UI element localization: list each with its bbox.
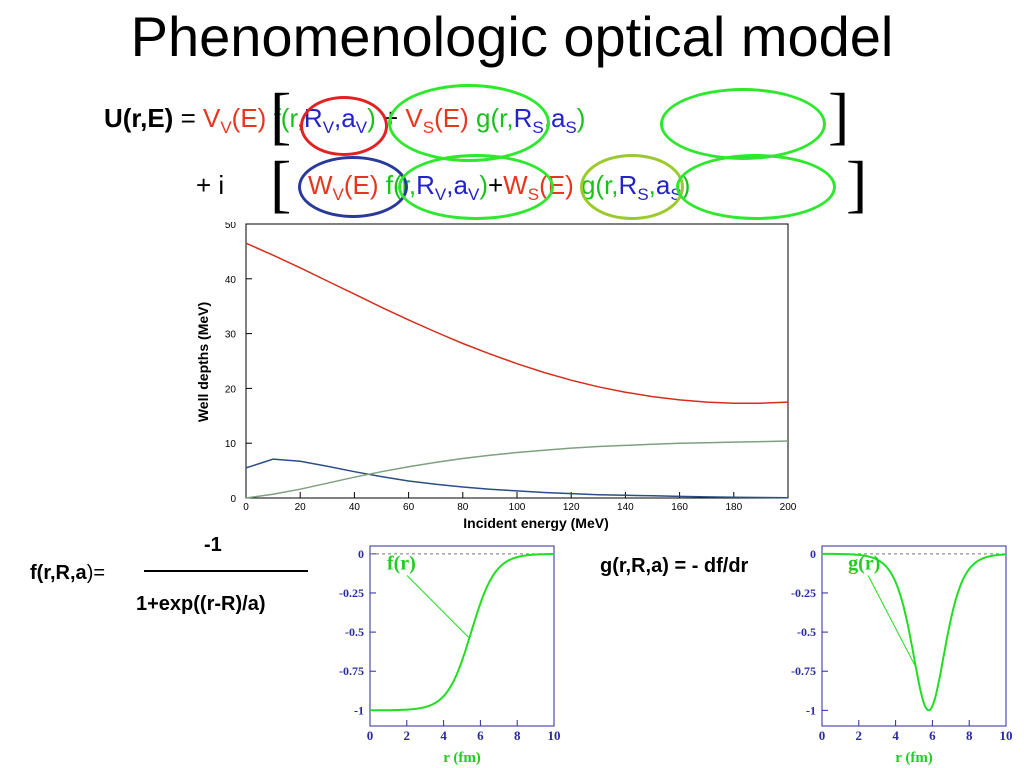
function-curve [822,552,1006,712]
y-tick-label: -0.25 [791,586,816,600]
equation-lhs: U(r,E) [104,103,174,133]
y-tick-label: 50 [225,222,237,231]
x-tick-label: 4 [440,728,447,743]
x-tick-label: 180 [725,502,742,513]
x-tick-label: 0 [367,728,374,743]
y-tick-label: -0.5 [797,625,816,639]
x-tick-label: 8 [514,728,521,743]
x-tick-label: 6 [929,728,936,743]
x-axis-label: Incident energy (MeV) [463,515,608,531]
highlight-ellipse-green-f2 [398,154,554,220]
highlight-ellipse-green-g2 [676,154,836,220]
bracket-open-2: [ [270,148,292,219]
series-line-1 [245,242,789,404]
x-tick-label: 10 [548,728,561,743]
x-tick-label: 2 [404,728,411,743]
x-tick-label: 200 [780,502,796,513]
g-plot-frame [821,545,1007,727]
x-tick-label: 40 [349,502,361,513]
fraction-bar [144,570,308,572]
imag-prefix: + i [196,170,225,200]
x-tick-label: 140 [617,502,634,513]
y-tick-label: -0.5 [345,625,364,639]
f-of-r-plot: 0 2 4 6 8 10 0 -0.25 -0.5 -0.75 -1 f(r) r (fm) [339,545,561,766]
x-tick-label: 100 [509,502,526,513]
well-depth-chart: 0 20 40 60 80 100 120 140 160 180 200 0 10 20 30 40 50 I… [195,222,796,531]
x-tick-label: 20 [295,502,307,513]
curve-annotation: f(r) [387,552,416,574]
x-tick-label: 0 [819,728,826,743]
function-curve [370,553,554,712]
bracket-close-1: ] [828,80,850,151]
x-tick-label: 120 [563,502,580,513]
curve-annotation: g(r) [848,552,880,574]
y-tick-label: 30 [225,330,237,341]
x-tick-label: 8 [966,728,973,743]
f-plot-frame [369,545,555,727]
y-tick-label: 0 [810,547,816,561]
equation-line-2: + i [196,170,224,201]
annotation-arrow [867,575,917,668]
x-tick-label: 0 [243,502,249,513]
series-line-3 [245,440,789,499]
formula-f-denominator: 1+exp((r-R)/a) [136,593,266,615]
formula-f-lhs: f(r,R,a)= [30,562,106,584]
term-vv: VV(E) [202,103,267,137]
series-line-2 [245,458,789,499]
x-tick-label: 2 [856,728,863,743]
y-tick-label: -0.75 [339,664,364,678]
formula-g: g(r,R,a) = - df/dr [600,555,749,577]
annotation-arrow [406,575,470,639]
plot-frame [245,223,789,499]
bracket-open-1: [ [270,80,292,151]
x-tick-label: 60 [403,502,415,513]
f-x-axis-label: r (fm) [443,750,481,766]
y-tick-label: 20 [225,384,237,395]
highlight-ellipse-green-g1 [660,88,826,160]
highlight-ellipse-olive [580,154,684,220]
x-tick-label: 80 [457,502,469,513]
bracket-close-2: ] [846,148,868,219]
x-tick-label: 4 [892,728,899,743]
x-tick-label: 10 [1000,728,1013,743]
g-of-r-plot: 0 2 4 6 8 10 0 -0.25 -0.5 -0.75 -1 g(r) r (fm) [791,545,1013,766]
x-tick-label: 160 [671,502,688,513]
y-tick-label: 40 [225,275,237,286]
equation-equals: = [173,103,203,133]
y-axis-label: Well depths (MeV) [195,302,211,422]
y-tick-label: -1 [354,703,364,717]
slide-title: Phenomenologic optical model [130,5,894,68]
highlight-ellipse-red [300,96,388,156]
y-tick-label: -1 [806,703,816,717]
x-tick-label: 6 [477,728,484,743]
formula-f-numerator: -1 [204,534,222,556]
y-tick-label: 10 [225,439,237,450]
y-tick-label: 0 [230,494,236,505]
highlight-ellipse-green-f1 [388,84,550,162]
y-tick-label: 0 [358,547,364,561]
highlight-ellipse-blue [298,156,408,218]
y-tick-label: -0.75 [791,664,816,678]
g-x-axis-label: r (fm) [895,750,933,766]
y-tick-label: -0.25 [339,586,364,600]
